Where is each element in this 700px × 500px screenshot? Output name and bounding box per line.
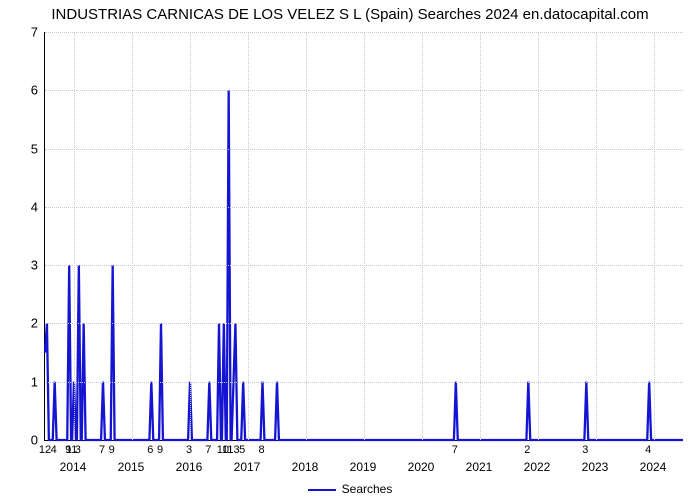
legend: Searches [0, 482, 700, 496]
y-axis-label: 2 [8, 316, 38, 331]
gridline-v [190, 32, 191, 440]
x-axis-value-label: 5 [239, 444, 245, 456]
x-axis-value-label: 3 [582, 444, 588, 456]
x-axis-year-label: 2023 [582, 460, 609, 474]
gridline-v [248, 32, 249, 440]
x-axis-value-label: 7 [452, 444, 458, 456]
chart-container: INDUSTRIAS CARNICAS DE LOS VELEZ S L (Sp… [0, 0, 700, 500]
x-axis-year-label: 2019 [350, 460, 377, 474]
x-axis-value-label: 9 [109, 444, 115, 456]
gridline-v [422, 32, 423, 440]
x-axis-value-label: 2 [524, 444, 530, 456]
x-axis-value-label: 9 [157, 444, 163, 456]
gridline-v [132, 32, 133, 440]
legend-label: Searches [342, 482, 393, 496]
gridline-v [364, 32, 365, 440]
x-axis-year-label: 2020 [408, 460, 435, 474]
x-axis-year-label: 2018 [292, 460, 319, 474]
x-axis-value-label: 12 [39, 444, 51, 456]
gridline-v [538, 32, 539, 440]
y-axis-label: 7 [8, 25, 38, 40]
y-axis-label: 0 [8, 433, 38, 448]
legend-swatch [308, 489, 336, 491]
x-axis-value-label: 6 [147, 444, 153, 456]
gridline-v [480, 32, 481, 440]
x-axis-year-label: 2021 [466, 460, 493, 474]
x-axis-year-label: 2015 [118, 460, 145, 474]
y-axis-label: 3 [8, 258, 38, 273]
x-axis-year-label: 2022 [524, 460, 551, 474]
x-axis-year-label: 2017 [234, 460, 261, 474]
x-axis-year-label: 2024 [640, 460, 667, 474]
chart-title: INDUSTRIAS CARNICAS DE LOS VELEZ S L (Sp… [0, 6, 700, 23]
x-axis-value-label: 4 [51, 444, 57, 456]
x-axis-year-label: 2016 [176, 460, 203, 474]
x-axis-value-label: 7 [99, 444, 105, 456]
x-axis-value-label: 7 [205, 444, 211, 456]
x-axis-value-label: 3 [75, 444, 81, 456]
y-axis-label: 6 [8, 83, 38, 98]
y-axis-label: 5 [8, 141, 38, 156]
x-axis-value-label: 13 [227, 444, 239, 456]
x-axis-value-label: 8 [258, 444, 264, 456]
y-axis-label: 1 [8, 374, 38, 389]
x-axis-value-label: 3 [186, 444, 192, 456]
gridline-v [654, 32, 655, 440]
x-axis-value-label: 4 [645, 444, 651, 456]
gridline-v [596, 32, 597, 440]
x-axis-year-label: 2014 [60, 460, 87, 474]
y-axis-label: 4 [8, 199, 38, 214]
plot-area [44, 32, 683, 441]
gridline-v [74, 32, 75, 440]
gridline-v [306, 32, 307, 440]
